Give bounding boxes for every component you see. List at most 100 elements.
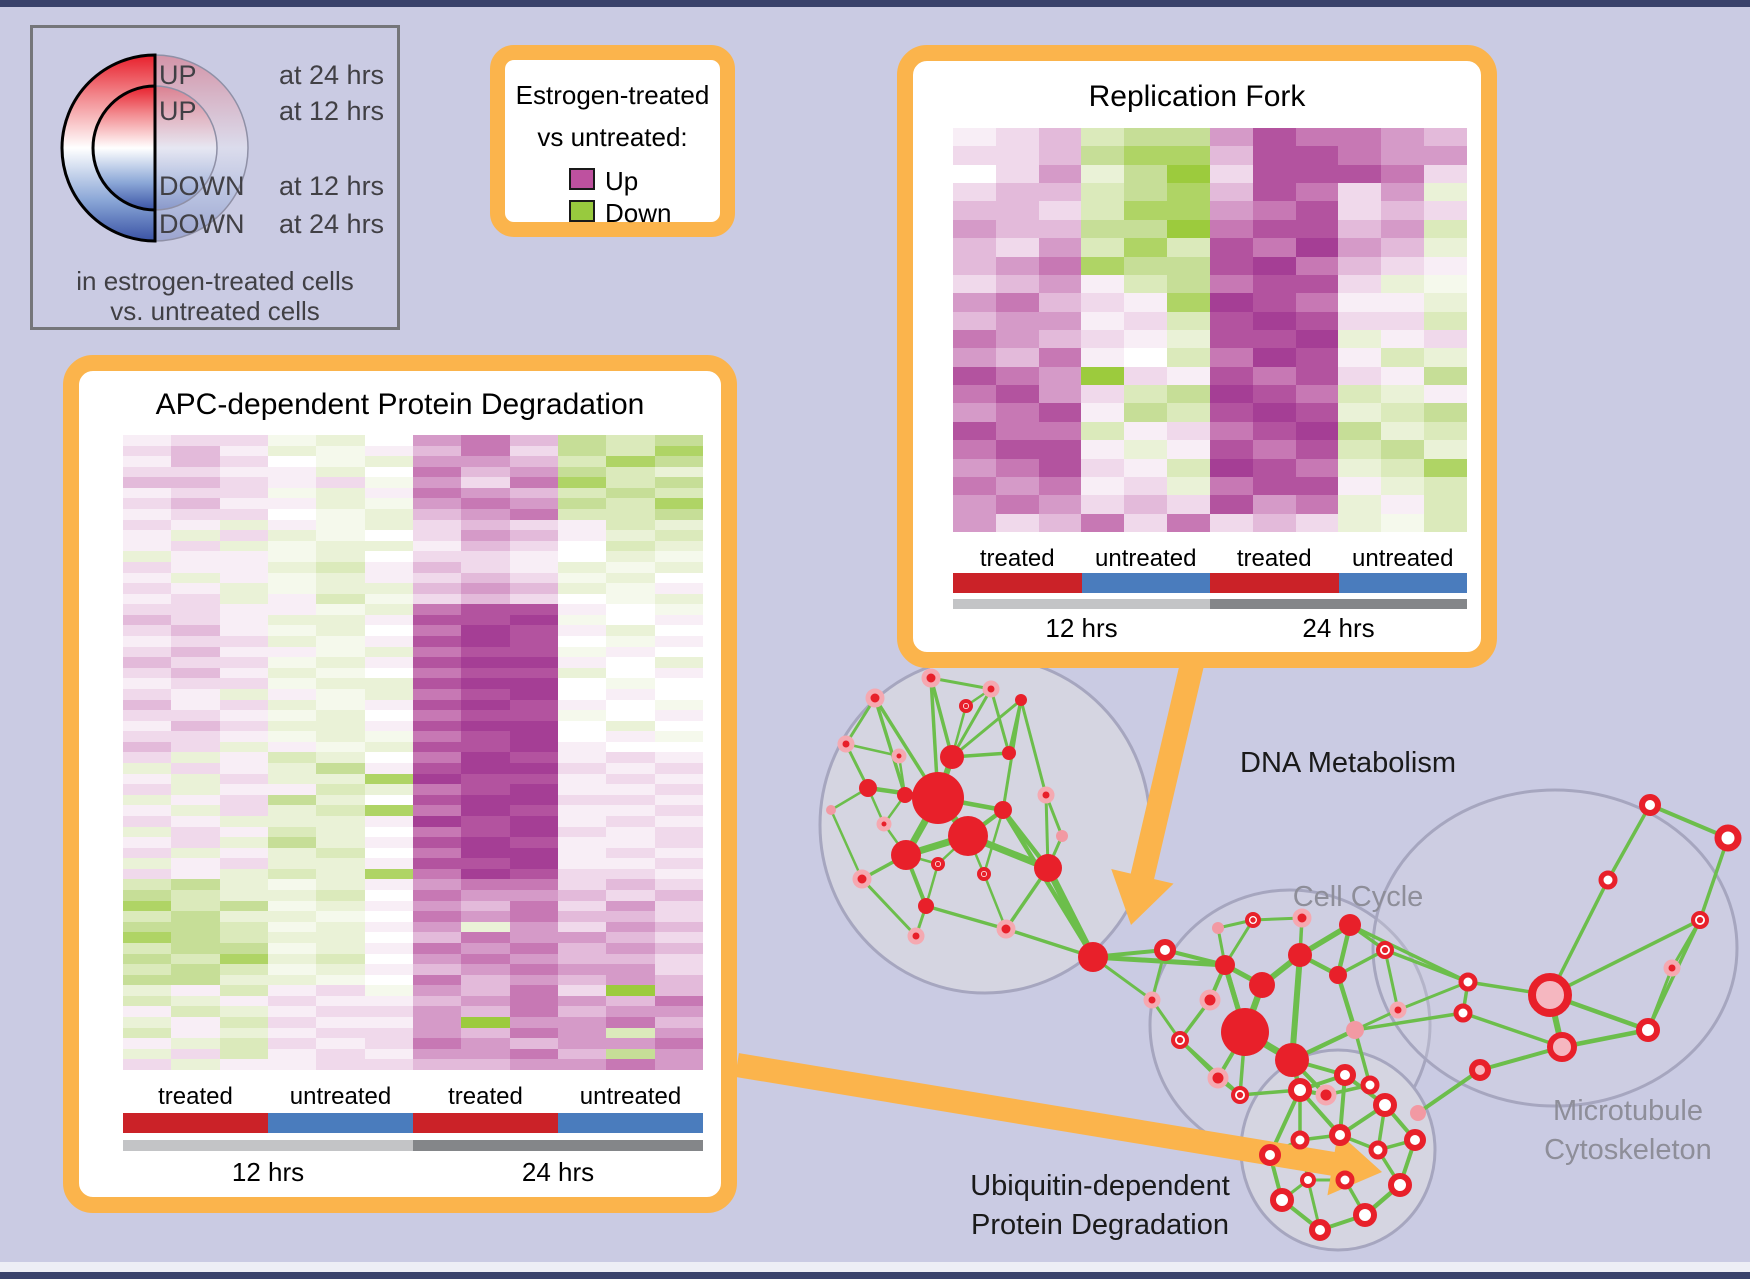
heatmap-cell <box>461 710 510 721</box>
heatmap-cell <box>412 583 462 594</box>
heatmap-cell <box>316 1017 365 1028</box>
heatmap-cell <box>1424 385 1467 404</box>
network-node <box>940 745 964 769</box>
heatmap-cell <box>509 625 558 637</box>
heatmap-cell <box>1295 476 1339 496</box>
heatmap-cell <box>461 435 510 446</box>
heatmap-cell <box>557 900 607 912</box>
heatmap-cell <box>219 604 268 615</box>
heatmap-cell <box>557 953 607 965</box>
legend-time-label: at 24 hrs <box>279 209 385 239</box>
heatmap-cell <box>557 530 607 541</box>
heatmap-cell <box>606 1017 655 1028</box>
heatmap-cell <box>364 985 413 996</box>
heatmap-cell <box>1038 421 1082 441</box>
network-edge <box>1178 1038 1242 1097</box>
heatmap-cell <box>953 201 996 220</box>
heatmap-cell <box>509 710 558 721</box>
heatmap-cell <box>1209 403 1253 422</box>
heatmap-cell <box>1124 458 1168 477</box>
heatmap-cell <box>606 572 655 584</box>
heatmap-cell <box>1124 440 1168 459</box>
heatmap-cell <box>364 794 413 806</box>
heatmap-cell <box>123 593 172 605</box>
heatmap-cell <box>461 1006 510 1018</box>
heatmap-cell <box>995 201 1039 220</box>
heatmap-cell <box>316 561 365 573</box>
heatmap-cell <box>316 636 365 647</box>
heatmap-cell <box>1295 458 1339 477</box>
heatmap-cell <box>1167 238 1210 257</box>
heatmap-cell <box>123 699 172 711</box>
heatmap-cell <box>1381 403 1425 422</box>
heatmap-cell <box>654 688 703 700</box>
heatmap-cell <box>412 995 462 1007</box>
heatmap-cell <box>412 1027 462 1039</box>
network-edge <box>1001 808 1095 959</box>
heatmap-cell <box>654 519 703 531</box>
legend-direction-word: UP <box>159 96 197 126</box>
heatmap-cell <box>412 646 462 658</box>
heatmap-cell <box>557 657 607 668</box>
heatmap-cell <box>316 1059 365 1070</box>
heatmap-cell <box>509 826 558 838</box>
heatmap-cell <box>461 974 510 986</box>
heatmap-cell <box>606 868 655 880</box>
heatmap-cell <box>1381 458 1425 477</box>
time-colorbar <box>123 1140 703 1151</box>
heatmap-cell <box>509 487 558 499</box>
heatmap-cell <box>995 385 1039 404</box>
network-node <box>1373 1093 1397 1117</box>
heatmap-cell <box>364 911 413 922</box>
heatmap-cell <box>654 847 703 859</box>
heatmap-cell <box>316 583 365 594</box>
legend-direction-word: DOWN <box>159 209 245 239</box>
heatmap-cell <box>953 458 996 477</box>
heatmap-cell <box>267 593 317 605</box>
heatmap-cell <box>654 614 703 626</box>
heatmap-cell <box>1252 256 1296 275</box>
heatmap-cell <box>557 826 607 838</box>
heatmap-cell <box>557 932 607 943</box>
colorbar-segment <box>953 573 1082 593</box>
heatmap-cell <box>606 932 655 943</box>
flow-arrow-shaft <box>735 1053 1339 1177</box>
colorbar-segment <box>268 1113 413 1133</box>
heatmap-cell <box>1081 146 1125 165</box>
group-label-untreated: untreated <box>579 1083 682 1110</box>
down-label: Down <box>605 198 672 228</box>
heatmap-cell <box>953 329 996 349</box>
heatmap-cell <box>123 678 172 689</box>
heatmap-cell <box>654 498 703 510</box>
heatmap-cell <box>364 974 413 986</box>
heatmap-cell <box>316 625 365 637</box>
heatmap-cell <box>171 551 220 562</box>
heatmap-cell <box>557 593 607 605</box>
network-node <box>1288 1078 1312 1102</box>
heatmap-cell <box>364 879 413 891</box>
heatmap-cell <box>509 942 558 954</box>
heatmap-cell <box>1252 403 1296 422</box>
heatmap-cell <box>606 636 655 647</box>
heatmap-cell <box>509 530 558 541</box>
network-node <box>1143 991 1161 1009</box>
heatmap-cell <box>316 477 365 488</box>
heatmap-cell <box>267 752 317 764</box>
colorbar-segment <box>1081 573 1210 593</box>
heatmap-cell <box>219 911 268 922</box>
heatmap-cell <box>219 932 268 943</box>
heatmap-cell <box>509 964 558 975</box>
heatmap-cell <box>412 636 462 647</box>
heatmap-cell <box>316 858 365 869</box>
heatmap-cell <box>267 1027 317 1039</box>
cluster-label-ubiquitin-dependent: Ubiquitin-dependent Protein Degradation <box>970 1170 1230 1241</box>
heatmap-cell <box>557 561 607 573</box>
heatmap-cell <box>364 1048 413 1060</box>
heatmap-cell <box>219 667 268 679</box>
heatmap-cell <box>557 720 607 732</box>
heatmap-cell <box>606 985 655 996</box>
heatmap-cell <box>1209 146 1253 165</box>
heatmap-cell <box>509 974 558 986</box>
heatmap-cell <box>606 879 655 891</box>
heatmap-cell <box>364 498 413 510</box>
